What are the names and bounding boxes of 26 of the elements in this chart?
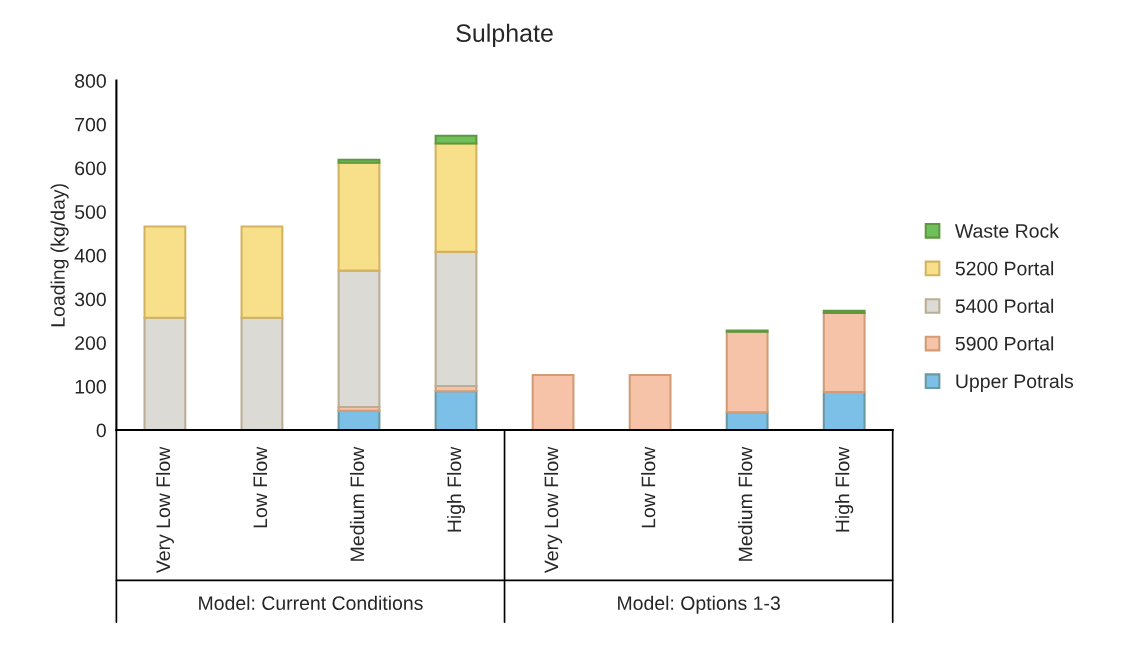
x-tick-label: Very Low Flow xyxy=(155,446,174,574)
y-axis-title: Loading (kg/day) xyxy=(50,184,69,327)
chart-title: Sulphate xyxy=(456,23,553,47)
text: Model: Options 1-3 xyxy=(618,595,780,614)
y-tick-label: 0 xyxy=(96,423,106,438)
legend-label: 5200 Portal xyxy=(955,261,1054,276)
y-tick-label: 300 xyxy=(74,292,106,307)
x-tick-label: High Flow xyxy=(446,446,466,532)
x-tick-label: Low Flow xyxy=(252,446,268,528)
y-tick-label: 600 xyxy=(75,161,106,176)
y-tick-label: 500 xyxy=(75,205,106,219)
text: Model: Current Conditions xyxy=(199,595,423,611)
x-tick-label: Low Flow xyxy=(641,446,656,528)
legend-label: 5400 Portal xyxy=(955,298,1054,313)
y-tick-label: 800 xyxy=(75,74,106,88)
x-tick-label: Very Low Flow xyxy=(544,446,563,574)
x-tick-label: Medium Flow xyxy=(349,446,365,561)
y-tick-label: 700 xyxy=(75,117,106,132)
legend-label: Upper Potrals xyxy=(956,373,1074,392)
x-tick-label: Medium Flow xyxy=(738,446,753,561)
y-tick-label: 100 xyxy=(75,379,106,394)
x-tick-label: High Flow xyxy=(835,446,854,532)
legend-label: Waste Rock xyxy=(954,223,1059,238)
y-tick-label: 200 xyxy=(75,336,106,350)
y-tick-label: 400 xyxy=(74,248,106,263)
legend-label: 5900 Portal xyxy=(955,336,1054,351)
